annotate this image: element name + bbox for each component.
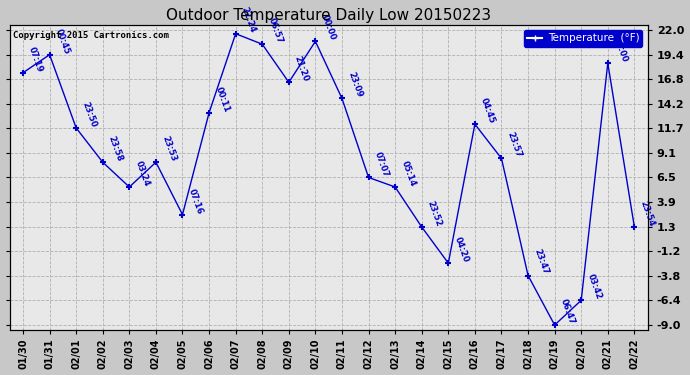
Text: 00:00: 00:00 (319, 14, 337, 42)
Text: 07:07: 07:07 (373, 150, 391, 178)
Text: 03:42: 03:42 (585, 273, 603, 301)
Text: 00:45: 00:45 (54, 27, 71, 55)
Text: 21:20: 21:20 (293, 55, 310, 83)
Text: 06:47: 06:47 (559, 297, 576, 326)
Text: 04:20: 04:20 (453, 236, 470, 264)
Text: 23:53: 23:53 (160, 135, 177, 163)
Text: 23:58: 23:58 (107, 135, 124, 163)
Text: 23:52: 23:52 (426, 200, 444, 228)
Text: 06:57: 06:57 (266, 17, 284, 45)
Text: 23:47: 23:47 (532, 248, 550, 276)
Text: 22:24: 22:24 (240, 6, 257, 34)
Text: 07:16: 07:16 (187, 187, 204, 215)
Text: 23:54: 23:54 (638, 200, 656, 228)
Text: 04:45: 04:45 (479, 96, 497, 125)
Title: Outdoor Temperature Daily Low 20150223: Outdoor Temperature Daily Low 20150223 (166, 8, 491, 22)
Text: 23:09: 23:09 (346, 71, 364, 99)
Text: 03:24: 03:24 (133, 159, 151, 188)
Text: 07:19: 07:19 (27, 45, 45, 74)
Text: 00:11: 00:11 (213, 85, 231, 113)
Legend: Temperature  (°F): Temperature (°F) (524, 30, 642, 46)
Text: 23:57: 23:57 (506, 131, 523, 159)
Text: 23:50: 23:50 (80, 100, 98, 129)
Text: 05:14: 05:14 (400, 159, 417, 188)
Text: Copyright 2015 Cartronics.com: Copyright 2015 Cartronics.com (13, 31, 169, 40)
Text: 00:00: 00:00 (612, 36, 629, 64)
